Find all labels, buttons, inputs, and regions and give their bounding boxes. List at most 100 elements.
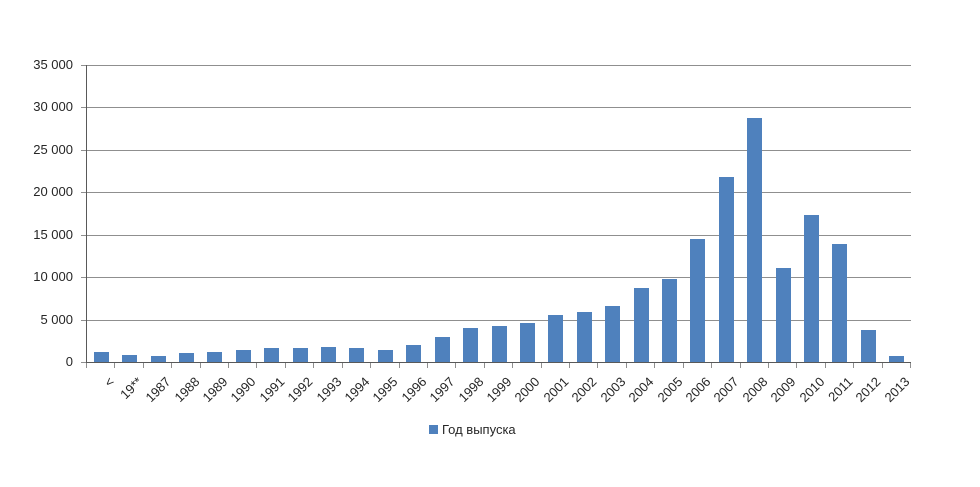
y-tick-label-30000: 30 000 — [33, 99, 73, 115]
x-tick-label-1996: 1996 — [398, 374, 430, 406]
x-tick-mark — [711, 363, 713, 368]
y-tick-label-35000: 35 000 — [33, 57, 73, 72]
bar-2001 — [548, 315, 564, 362]
x-tick-mark — [483, 363, 485, 368]
y-tick-mark — [81, 192, 86, 194]
x-tick-label-2003: 2003 — [597, 374, 629, 406]
gridline-15000 — [87, 234, 911, 236]
bar-2006 — [690, 239, 706, 362]
gridline-25000 — [87, 149, 911, 151]
bar-1987 — [150, 356, 166, 362]
x-tick-label-1989: 1989 — [199, 374, 231, 406]
bar-1991 — [264, 348, 280, 362]
bar-1998 — [463, 328, 479, 362]
x-tick-mark — [284, 363, 286, 368]
bar-2005 — [661, 278, 677, 362]
x-tick-mark — [910, 363, 911, 368]
y-tick-mark — [81, 107, 86, 109]
bar-1997 — [434, 336, 450, 362]
x-tick-mark — [256, 363, 258, 368]
bar-2002 — [576, 312, 592, 362]
bar-1992 — [292, 348, 308, 362]
x-tick-mark — [455, 363, 457, 368]
x-tick-mark — [824, 363, 826, 368]
bar-1989 — [207, 351, 223, 362]
bar-1990 — [235, 349, 251, 362]
gridline-5000 — [87, 319, 911, 321]
x-tick-mark — [426, 363, 428, 368]
y-tick-mark — [81, 277, 86, 279]
x-tick-mark — [625, 363, 627, 368]
bar-x — [93, 351, 109, 362]
x-tick-label-1991: 1991 — [256, 374, 288, 406]
bar-2003 — [605, 306, 621, 362]
x-tick-label-2006: 2006 — [682, 374, 714, 406]
bar-2010 — [804, 214, 820, 362]
y-tick-mark — [81, 362, 86, 363]
x-tick-label-1999: 1999 — [483, 374, 515, 406]
bar-2008 — [747, 118, 763, 362]
x-tick-mark — [569, 363, 571, 368]
x-tick-label-2009: 2009 — [767, 374, 799, 406]
bar-2004 — [633, 288, 649, 362]
x-tick-mark — [199, 363, 201, 368]
x-tick-mark — [114, 363, 116, 368]
x-tick-mark — [341, 363, 343, 368]
y-tick-label-15000: 15 000 — [33, 226, 73, 242]
bar-1994 — [349, 348, 365, 362]
x-tick-label-1988: 1988 — [170, 374, 203, 406]
bar-1993 — [321, 346, 337, 362]
x-tick-label-1994: 1994 — [341, 374, 373, 406]
y-tick-mark — [81, 149, 86, 151]
x-tick-mark — [142, 363, 144, 368]
x-tick-mark — [597, 363, 599, 368]
bar-2007 — [718, 177, 734, 362]
x-tick-label-2005: 2005 — [654, 374, 686, 406]
x-tick-mark — [881, 363, 883, 368]
x-tick-label-19x: 19** — [117, 374, 146, 402]
legend-swatch-icon — [429, 425, 438, 434]
x-tick-label-1997: 1997 — [426, 374, 458, 406]
x-tick-mark — [540, 363, 542, 368]
x-tick-mark — [228, 363, 230, 368]
x-tick-mark — [512, 363, 514, 368]
x-tick-mark — [398, 363, 400, 368]
bar-2009 — [775, 267, 791, 362]
y-tick-label-5000: 5 000 — [40, 311, 73, 327]
gridline-10000 — [87, 277, 911, 279]
x-tick-mark — [739, 363, 741, 368]
y-tick-label-20000: 20 000 — [33, 184, 73, 200]
x-tick-label-2012: 2012 — [852, 374, 884, 406]
bar-2000 — [519, 323, 535, 362]
bar-2012 — [860, 330, 876, 362]
gridline-20000 — [87, 192, 911, 194]
x-tick-label-2008: 2008 — [739, 374, 771, 406]
x-tick-label-2013: 2013 — [881, 374, 913, 406]
x-tick-label-1987: 1987 — [142, 374, 174, 406]
x-tick-label-1990: 1990 — [227, 374, 259, 406]
x-tick-mark — [767, 363, 769, 368]
bar-2011 — [832, 244, 848, 362]
y-tick-mark — [81, 319, 86, 321]
y-tick-label-10000: 10 000 — [33, 269, 73, 285]
bar-1996 — [406, 345, 422, 362]
x-tick-label-1992: 1992 — [284, 374, 316, 406]
x-tick-label-1998: 1998 — [455, 374, 487, 406]
x-tick-mark — [370, 363, 372, 368]
x-tick-label-2010: 2010 — [796, 374, 828, 406]
bar-1988 — [178, 353, 194, 362]
plot-area — [86, 65, 911, 363]
x-tick-mark — [86, 363, 87, 368]
y-tick-label-25000: 25 000 — [33, 141, 73, 157]
x-tick-mark — [654, 363, 656, 368]
x-tick-label-1993: 1993 — [313, 374, 345, 406]
x-tick-label-2011: 2011 — [825, 374, 856, 405]
y-tick-mark — [81, 65, 86, 66]
bar-1999 — [491, 325, 507, 362]
bar-19x — [122, 354, 138, 362]
x-tick-mark — [682, 363, 684, 368]
x-tick-mark — [313, 363, 315, 368]
bar-1995 — [377, 350, 393, 362]
x-tick-mark — [853, 363, 855, 368]
